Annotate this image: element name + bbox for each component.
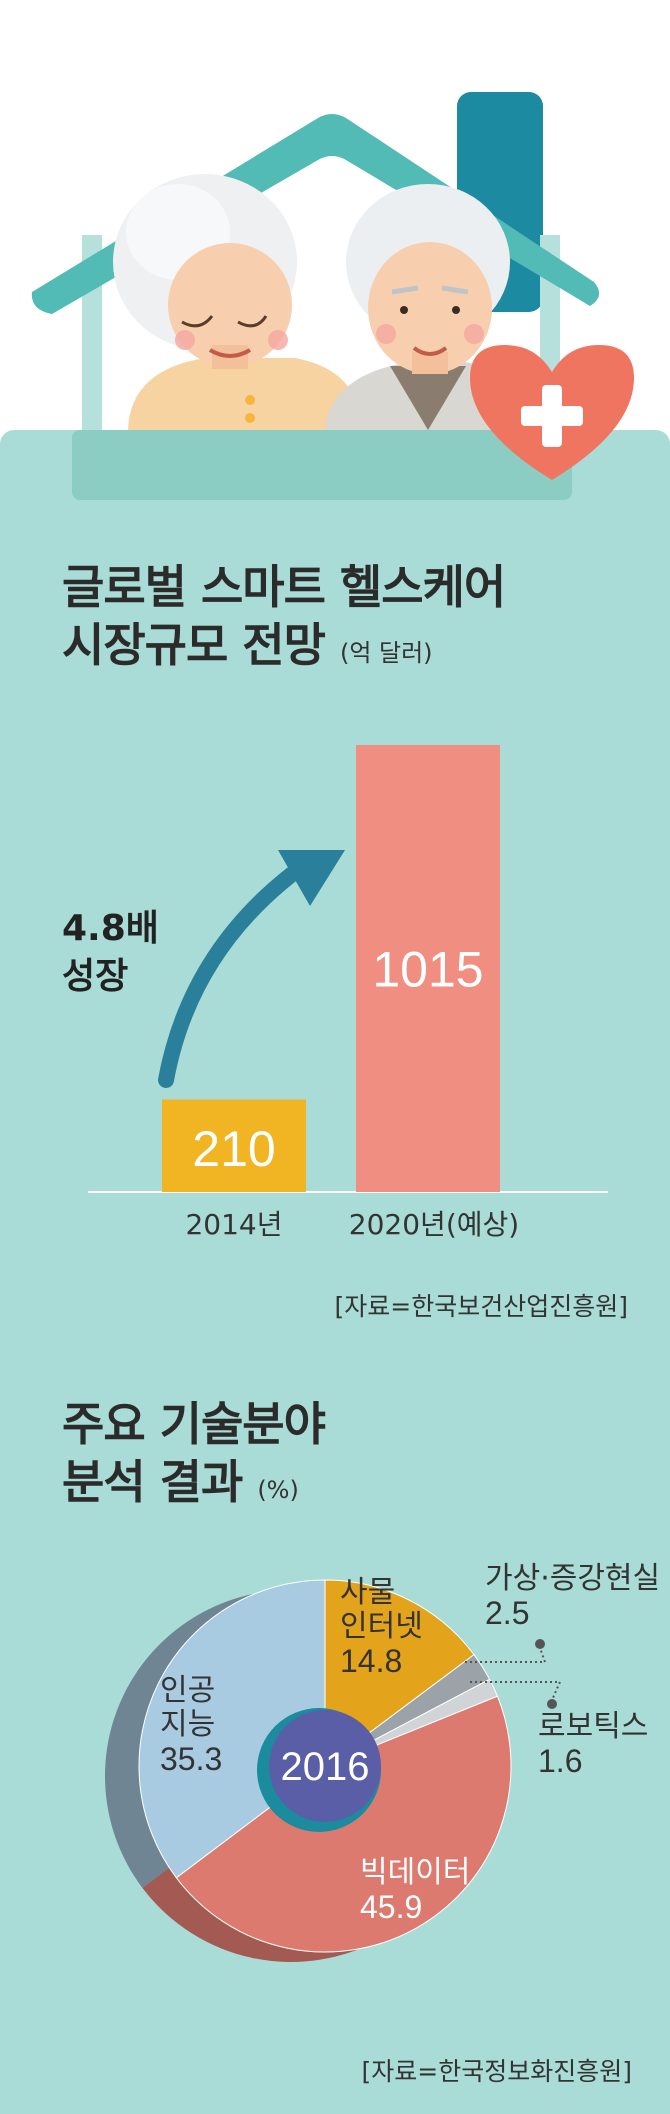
donut-label-name-4-0: 빅데이터 <box>360 1855 470 1890</box>
bar-value-label-0: 210 <box>192 1121 275 1177</box>
tech-title: 주요 기술분야 분석 결과 (%) <box>62 1395 326 1519</box>
donut-label-value-3: 1.6 <box>538 1743 582 1779</box>
bar-1 <box>356 745 500 1192</box>
donut-label-name-3-0: 로보틱스 <box>538 1709 648 1744</box>
bar-category-label-0: 2014년 <box>185 1208 282 1241</box>
source-note-tech: [자료=한국정보화진흥원] <box>361 2057 632 2086</box>
market-bar-chart: 210 2014년 1015 2020년(예상) <box>88 745 608 1241</box>
ledge <box>72 430 572 500</box>
growth-label: 4.8배 성장 <box>62 905 182 1001</box>
donut-label-value-4: 45.9 <box>360 1889 422 1925</box>
house-illustration <box>31 92 634 500</box>
tech-unit: (%) <box>257 1476 299 1504</box>
bar-value-label-1: 1015 <box>372 942 483 998</box>
market-unit: (억 달러) <box>339 639 433 667</box>
leader-dot-robotics <box>547 1699 557 1709</box>
leader-line-robotics <box>470 1681 562 1701</box>
source-note-market: [자료=한국보건산업진흥원] <box>334 1292 628 1321</box>
bar-category-label-1: 2020년(예상) <box>349 1208 519 1241</box>
donut-label-name-1-0: 사물 <box>340 1575 395 1610</box>
donut-label-name-2-0: 가상·증강현실 <box>485 1561 660 1596</box>
donut-label-value-2: 2.5 <box>485 1595 529 1631</box>
leader-line-vr <box>465 1647 547 1663</box>
tech-title-line1: 주요 기술분야 <box>62 1397 326 1451</box>
bar-0 <box>162 1099 306 1192</box>
heart-plus-icon <box>470 345 634 480</box>
donut-slice-0 <box>138 1579 326 1879</box>
donut-label-name-1-1: 인터넷 <box>340 1609 423 1644</box>
leader-dot-vr <box>535 1639 545 1649</box>
growth-label-line1: 4.8배 <box>62 908 159 949</box>
donut-label-name-0-0: 인공 <box>160 1673 215 1708</box>
donut-center <box>269 1710 381 1822</box>
donut-slice-1 <box>324 1579 475 1767</box>
donut-label-name-0-1: 지능 <box>160 1707 215 1742</box>
donut-label-value-1: 14.8 <box>340 1643 402 1679</box>
market-title-line2: 시장규모 전망 <box>62 618 326 672</box>
market-title: 글로벌 스마트 헬스케어 시장규모 전망 (억 달러) <box>62 558 506 682</box>
tech-title-line2: 분석 결과 <box>62 1455 243 1509</box>
donut-center-label: 2016 <box>281 1745 370 1789</box>
donut-label-value-0: 35.3 <box>160 1741 222 1777</box>
growth-arrow <box>158 850 345 1088</box>
market-title-line1: 글로벌 스마트 헬스케어 <box>62 560 506 614</box>
growth-label-line2: 성장 <box>62 956 129 997</box>
grandmother <box>113 174 362 430</box>
